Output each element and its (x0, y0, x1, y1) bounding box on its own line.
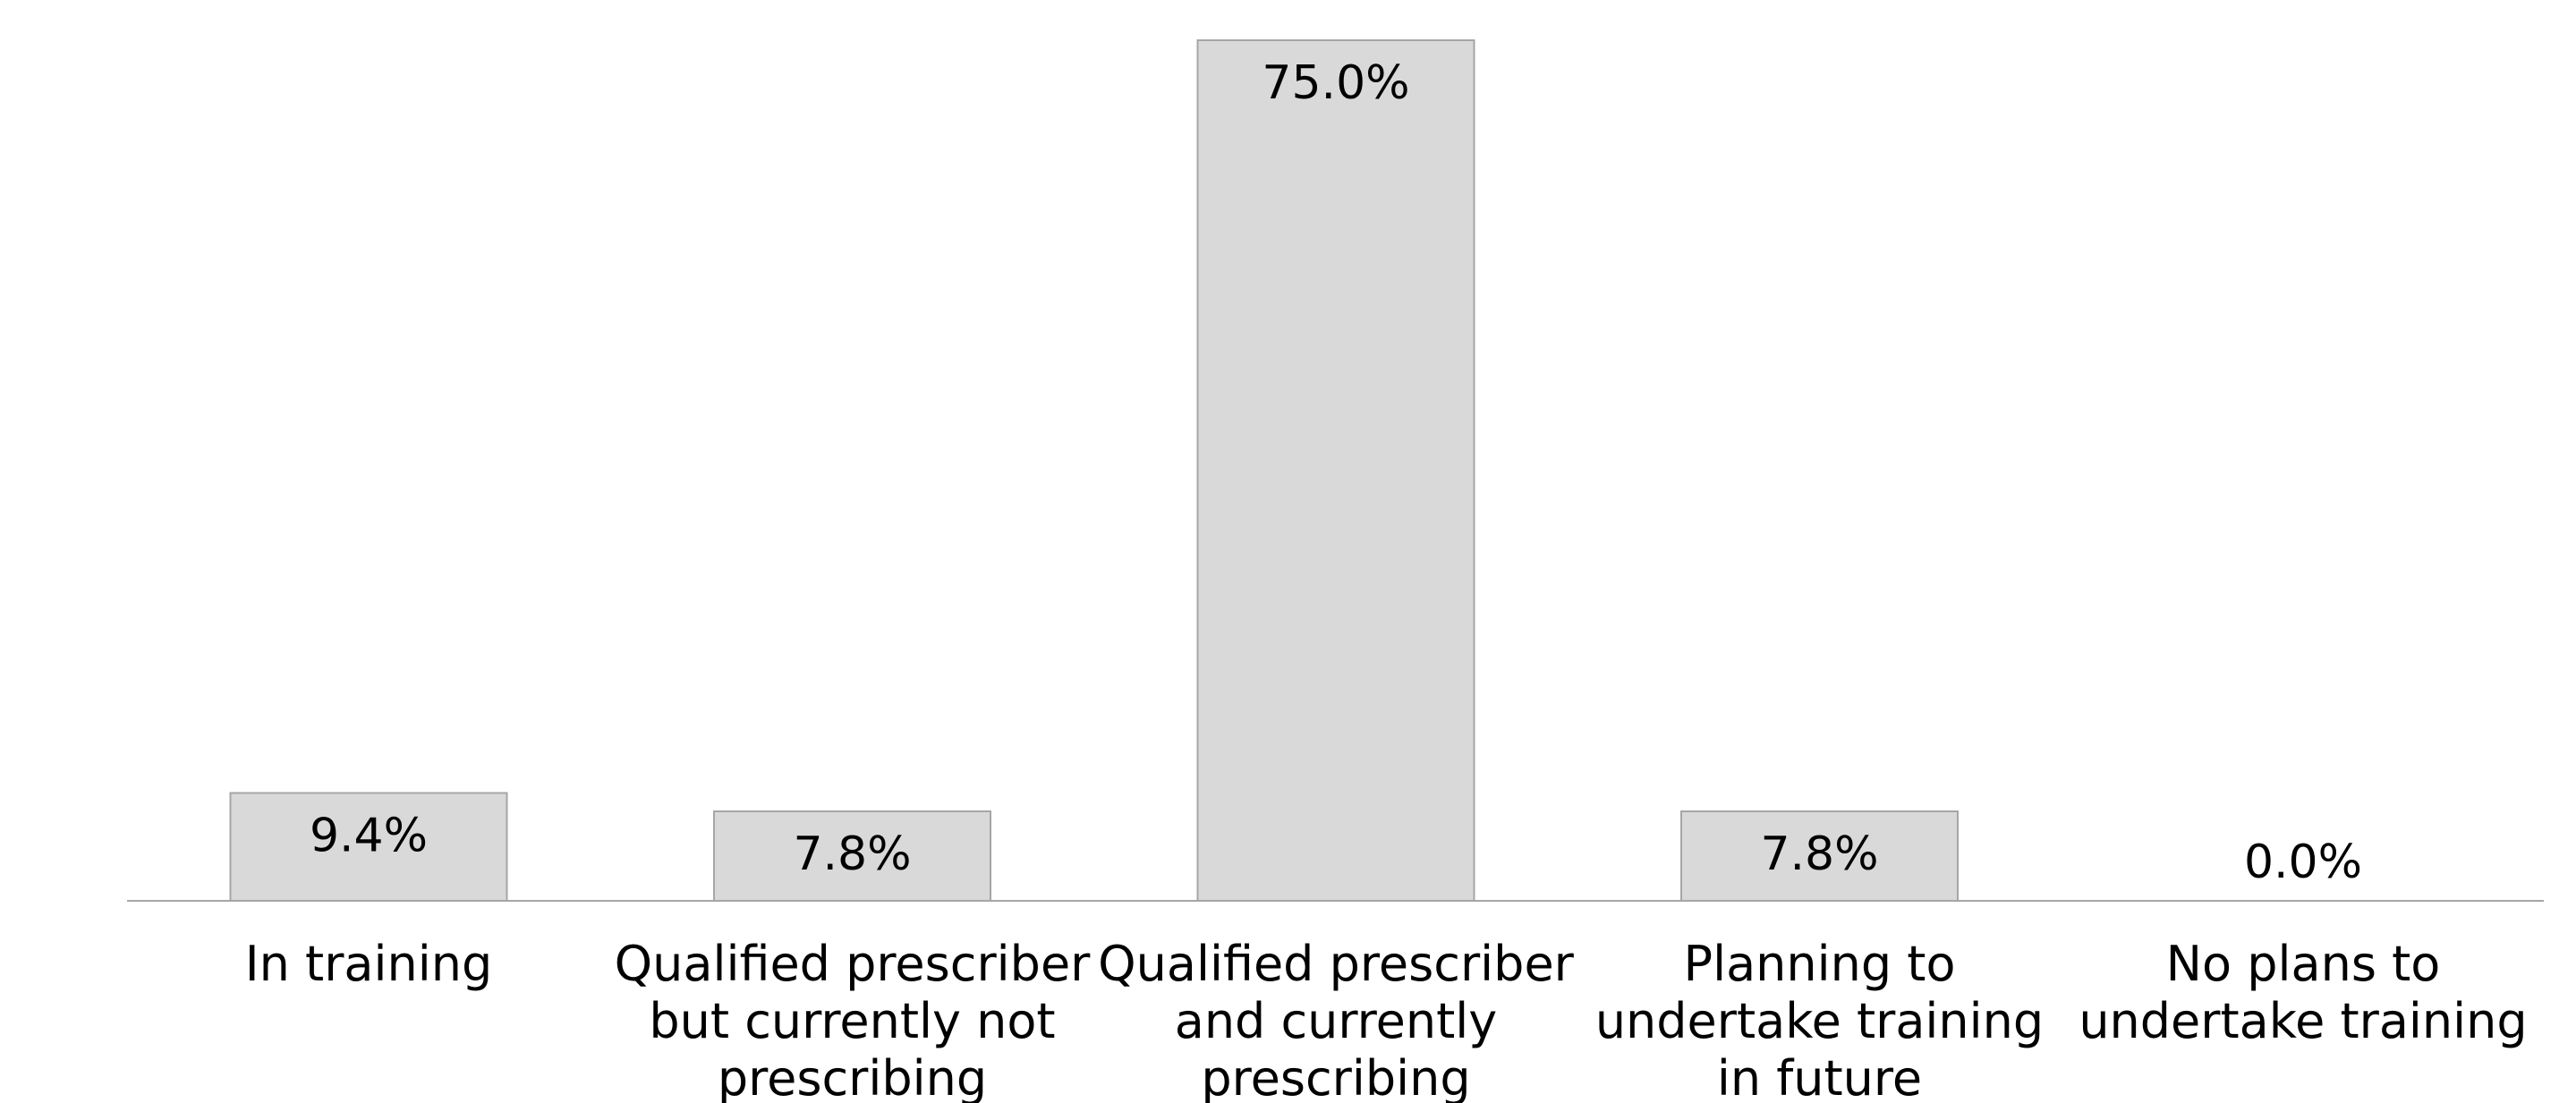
category-label-4: Planning to undertake training in future (1595, 936, 2044, 1103)
bar-1 (229, 792, 508, 902)
bar-3 (1196, 39, 1475, 902)
data-labels-group: 9.4% 7.8% 75.0% 7.8% 0.0% (310, 56, 2362, 889)
category-label-line: and currently (1175, 993, 1498, 1049)
category-label-line: Qualified prescriber (615, 936, 1092, 992)
category-label-2: Qualified prescriber but currently not pre… (615, 936, 1092, 1103)
category-label-line: prescribing (718, 1050, 987, 1103)
category-label-line: In training (245, 936, 493, 992)
category-label-line: prescribing (1201, 1050, 1470, 1103)
bar-4 (1680, 810, 1959, 903)
category-label-line: Planning to (1684, 936, 1956, 992)
data-label-5: 0.0% (2244, 836, 2362, 889)
category-label-1: In training (245, 936, 493, 992)
category-label-line: No plans to (2166, 936, 2441, 992)
data-label-4: 7.8% (1760, 827, 1878, 881)
category-label-line: undertake training (1595, 993, 2044, 1049)
data-label-1: 9.4% (310, 809, 428, 862)
data-label-3: 75.0% (1262, 56, 1409, 110)
category-label-line: but currently not (649, 993, 1055, 1049)
category-label-5: No plans to undertake training (2079, 936, 2527, 1049)
category-labels-group: In training Qualified prescriber but curre… (245, 936, 2528, 1103)
category-label-line: Qualified prescriber (1098, 936, 1575, 992)
data-label-2: 7.8% (793, 827, 911, 881)
category-label-line: in future (1717, 1050, 1922, 1103)
bar-2 (713, 810, 991, 903)
category-label-line: undertake training (2079, 993, 2527, 1049)
category-label-3: Qualified prescriber and currently prescri… (1098, 936, 1575, 1103)
bars-group (229, 39, 1959, 903)
